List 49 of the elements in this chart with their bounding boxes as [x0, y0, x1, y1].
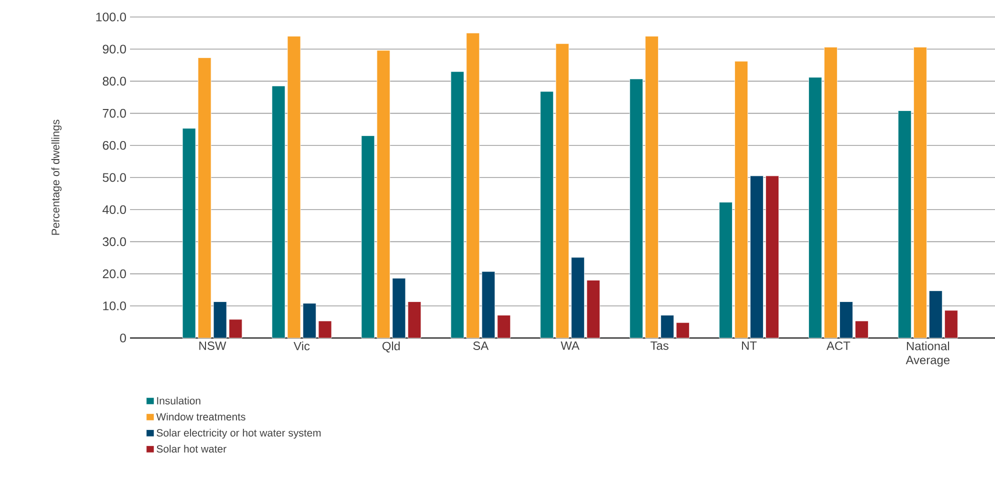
bar — [750, 176, 764, 338]
x-tick-label: ACT — [826, 342, 850, 350]
x-tick-label: SA — [473, 342, 489, 350]
bar — [556, 43, 570, 338]
bar — [466, 32, 480, 338]
bar — [497, 315, 511, 338]
y-tick-label: 60.0 — [102, 140, 126, 150]
legend-label: Insulation — [157, 396, 200, 404]
bar — [482, 271, 496, 338]
y-tick-label: 10.0 — [103, 302, 126, 310]
bar — [944, 310, 958, 338]
bar — [676, 322, 690, 338]
bar — [808, 77, 822, 338]
y-tick-label: 40.0 — [102, 205, 126, 214]
bar — [913, 46, 927, 338]
bar — [660, 315, 674, 338]
y-tick-label: 70.0 — [102, 108, 126, 118]
bar — [824, 46, 838, 338]
legend-label: Solar hot water — [156, 444, 226, 453]
y-tick-label: 100.0 — [96, 12, 126, 22]
x-tick-label: NSW — [199, 342, 226, 350]
bar — [540, 91, 554, 338]
x-tick-label: National Average — [906, 342, 950, 367]
x-tick-label: NT — [742, 342, 757, 350]
y-tick-label: 30.0 — [102, 237, 126, 246]
x-tick-label: Vic — [294, 342, 310, 350]
bar — [766, 176, 779, 338]
y-tick-label: 90.0 — [102, 44, 126, 54]
bar — [450, 71, 464, 338]
bar — [645, 36, 659, 338]
x-tick-label: Qld — [382, 342, 400, 352]
legend-label: Solar electricity or hot water system — [156, 428, 321, 439]
bar — [630, 78, 644, 338]
bar — [586, 280, 600, 338]
bar — [734, 61, 748, 338]
y-axis-title: Percentage of dwellings — [51, 120, 62, 235]
bar — [571, 257, 585, 338]
bar — [898, 110, 912, 338]
y-tick-label: 50.0 — [102, 173, 126, 182]
bar — [928, 290, 942, 338]
bar — [840, 302, 853, 338]
x-tick-label: Tas — [650, 342, 668, 350]
bar — [855, 320, 868, 338]
y-tick-label: 80.0 — [102, 76, 126, 86]
x-tick-label: WA — [560, 342, 580, 350]
legend-label: Window treatments — [156, 412, 246, 421]
bar — [719, 202, 732, 338]
y-tick-label: 20.0 — [102, 269, 126, 278]
y-tick-label: 0 — [120, 334, 126, 342]
